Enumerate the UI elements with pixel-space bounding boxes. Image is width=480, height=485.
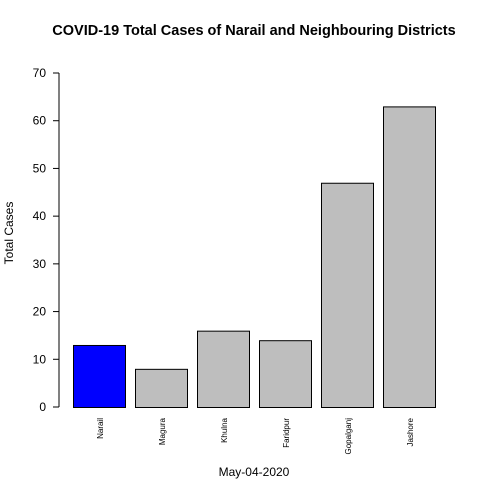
bar-faridpur — [259, 340, 312, 409]
x-tick-label: Gopalganj — [344, 418, 353, 455]
bar-jashore — [383, 106, 436, 409]
y-tick-label: 30 — [33, 257, 47, 271]
y-tick-label: 20 — [33, 305, 47, 319]
y-axis: 0 10 20 30 40 50 60 70 — [33, 66, 60, 414]
y-tick-label: 70 — [33, 66, 47, 80]
y-axis-label: Total Cases — [2, 202, 16, 265]
bar-khulna — [197, 330, 250, 408]
y-tick-label: 60 — [33, 114, 47, 128]
y-tick-label: 0 — [39, 400, 46, 414]
x-tick-label: Magura — [158, 417, 167, 445]
x-axis-label: May-04-2020 — [219, 465, 290, 479]
x-tick-label: Khulna — [220, 417, 229, 442]
y-tick-label: 40 — [33, 209, 47, 223]
bar-magura — [135, 368, 188, 409]
y-tick-label: 10 — [33, 352, 47, 366]
bars — [73, 106, 436, 409]
bar-gopalganj — [321, 182, 374, 408]
x-tick-labels: Narail Magura Khulna Faridpur Gopalganj Jasho… — [96, 417, 415, 454]
x-tick-label: Faridpur — [282, 418, 291, 448]
bar-narail — [73, 344, 126, 409]
x-tick-label: Jashore — [406, 417, 415, 446]
chart-title: COVID-19 Total Cases of Narail and Neigh… — [52, 23, 455, 39]
y-tick-label: 50 — [33, 161, 47, 175]
x-tick-label: Narail — [96, 418, 105, 439]
